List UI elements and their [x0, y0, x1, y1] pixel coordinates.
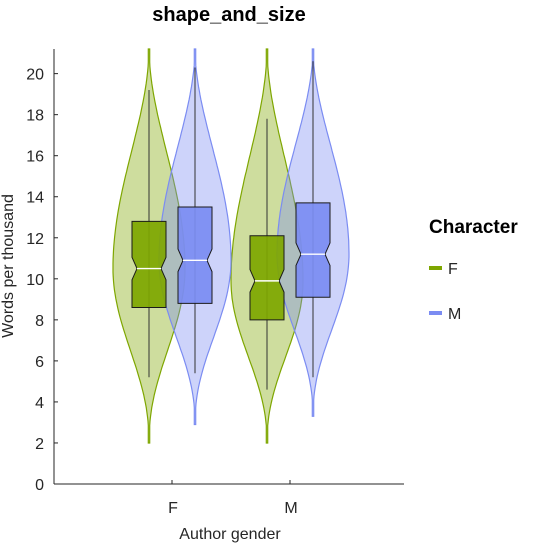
boxes-layer — [131, 61, 331, 390]
legend-title: Character — [429, 217, 518, 238]
y-tick-label: 6 — [35, 354, 44, 371]
y-tick-label: 18 — [26, 108, 44, 125]
box-series-m-m — [295, 202, 331, 298]
y-tick-label: 12 — [26, 231, 44, 248]
legend: Character F M — [429, 217, 518, 323]
chart-title: shape_and_size — [152, 4, 305, 26]
x-tick-label: M — [284, 500, 297, 517]
y-tick-label: 20 — [26, 67, 44, 84]
x-tick-label: F — [168, 500, 178, 517]
box-series-m-f — [177, 206, 213, 304]
legend-label-m: M — [448, 306, 461, 323]
axes-layer — [53, 49, 404, 485]
y-tick-label: 10 — [26, 272, 44, 289]
y-axis-label: Words per thousand — [0, 194, 17, 338]
box-series-f-m — [249, 235, 285, 321]
y-tick-label: 2 — [35, 436, 44, 453]
y-tick-label: 14 — [26, 190, 44, 207]
y-ticks: 0 2 4 6 8 10 12 14 16 18 20 — [26, 67, 58, 494]
legend-label-f: F — [448, 261, 458, 278]
y-tick-label: 16 — [26, 149, 44, 166]
x-axis-label: Author gender — [179, 526, 281, 543]
box-series-f-f — [131, 220, 167, 309]
y-tick-label: 8 — [35, 313, 44, 330]
y-tick-label: 4 — [35, 395, 44, 412]
y-tick-label: 0 — [35, 477, 44, 494]
